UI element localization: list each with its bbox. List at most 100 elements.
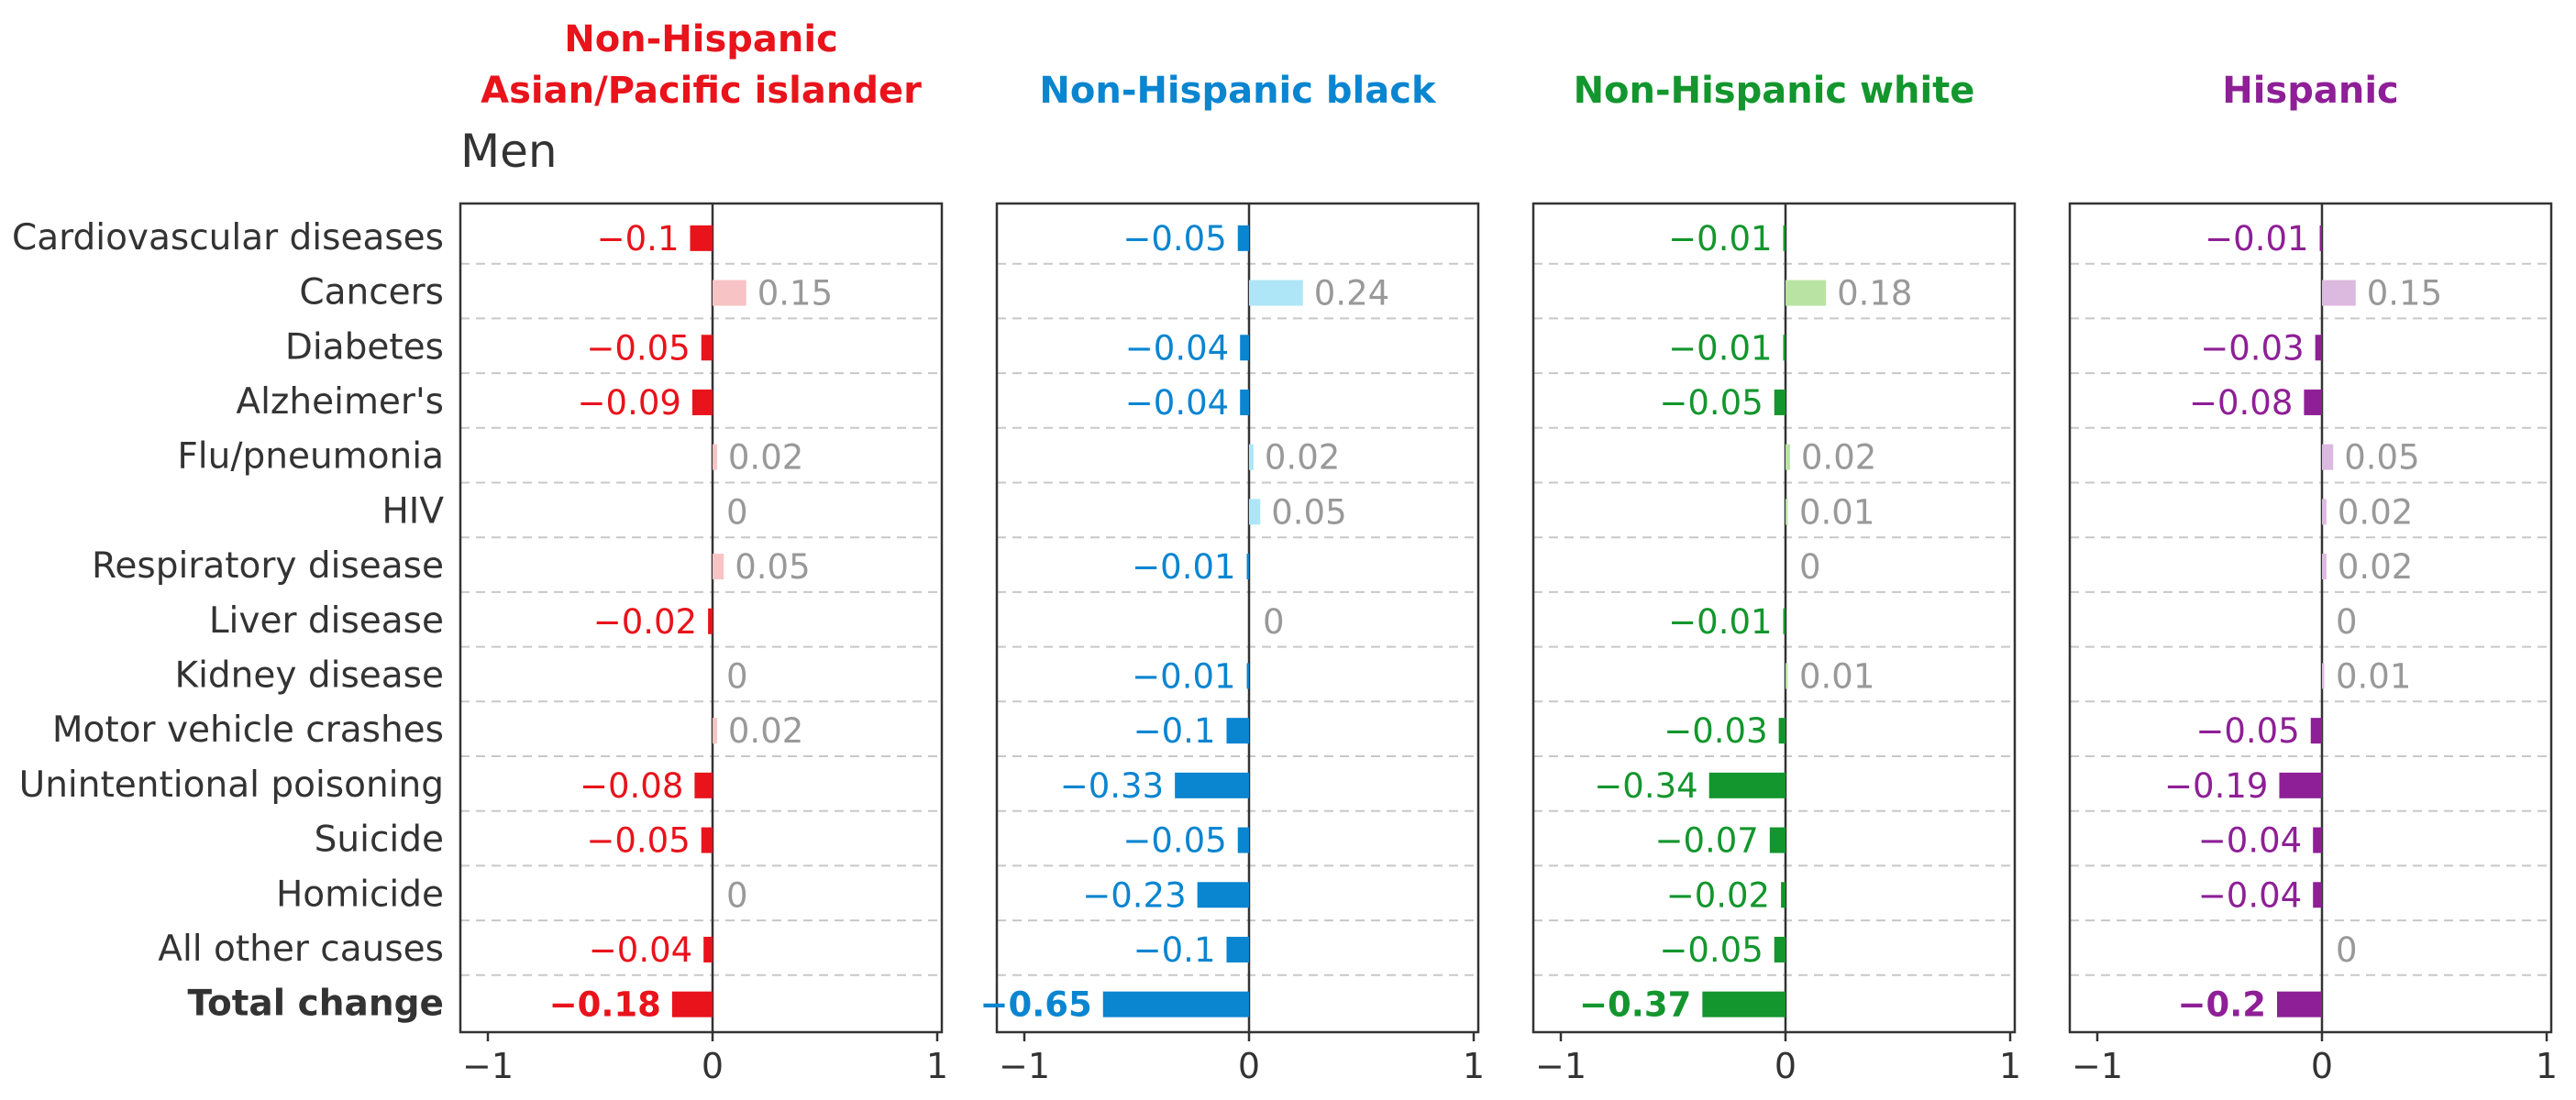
bar (2279, 772, 2322, 798)
data-label: −0.33 (1060, 766, 1164, 806)
bar (2322, 554, 2327, 580)
data-label: 0 (2336, 930, 2358, 970)
bar (2310, 718, 2322, 744)
data-label: 0 (1263, 602, 1285, 642)
x-tick-label: 0 (702, 1046, 724, 1086)
data-label: −0.01 (1132, 656, 1235, 696)
bar (2304, 389, 2322, 415)
bar (1781, 882, 1786, 908)
data-label: −0.1 (1133, 930, 1216, 970)
bar (701, 827, 713, 853)
bar (1240, 335, 1249, 361)
data-label: 0.24 (1314, 274, 1389, 314)
x-tick-label: −1 (462, 1046, 514, 1086)
x-tick-label: −1 (2072, 1046, 2123, 1086)
data-label: −0.18 (549, 985, 661, 1025)
data-label: 0.02 (2338, 492, 2413, 532)
bar (1786, 663, 1788, 689)
data-label: 0.02 (1801, 438, 1876, 478)
x-tick-label: 0 (2311, 1046, 2333, 1086)
data-label: 0.15 (757, 274, 833, 314)
bar (690, 225, 713, 251)
row-label: All other causes (158, 929, 444, 970)
data-label: −0.07 (1654, 821, 1758, 861)
x-tick-label: 0 (1774, 1046, 1797, 1086)
bar (1249, 499, 1261, 525)
bar (2315, 335, 2322, 361)
panel-title: Hispanic (2222, 70, 2399, 112)
row-label: Motor vehicle crashes (52, 710, 444, 751)
bar (2322, 499, 2327, 525)
row-label: Kidney disease (175, 654, 444, 696)
data-label: −0.01 (1668, 219, 1772, 258)
panel: Hispanic −1 0 1 −0.01 0.15 −0.03 −0.08 0.05 0.02 0… (2068, 70, 2558, 1086)
data-label: −0.08 (2189, 383, 2293, 423)
x-tick-label: −1 (1535, 1046, 1587, 1086)
bar (1226, 936, 1249, 962)
bar (1102, 991, 1249, 1018)
data-label: 0.15 (2367, 274, 2442, 314)
bar (2322, 663, 2325, 689)
data-label: 0.02 (728, 438, 803, 478)
data-label: −0.23 (1082, 875, 1186, 915)
data-label: −0.1 (1133, 711, 1216, 751)
data-label: −0.04 (2198, 875, 2302, 915)
bar (1783, 225, 1786, 251)
data-label: −0.1 (597, 219, 680, 258)
data-label: −0.04 (2198, 821, 2302, 861)
bar (1246, 663, 1249, 689)
panel-title: Non-Hispanic black (1039, 70, 1437, 112)
panel-frame (459, 202, 944, 1034)
row-label: Total change (188, 984, 444, 1025)
panel-frame (1531, 202, 2017, 1034)
bar (694, 772, 713, 798)
row-label: Unintentional poisoning (19, 764, 444, 806)
bar (1197, 882, 1249, 908)
row-label: Suicide (315, 820, 444, 861)
bar (1786, 444, 1790, 470)
data-label: 0.02 (728, 711, 803, 751)
data-label: −0.04 (1125, 383, 1229, 423)
bar (1240, 389, 1249, 415)
data-label: −0.05 (1659, 383, 1763, 423)
data-label: −0.04 (1125, 328, 1229, 368)
row-label: Cancers (299, 272, 444, 314)
data-label: −0.65 (979, 985, 1091, 1025)
panel-title: Asian/Pacific islander (481, 70, 922, 112)
bar (1774, 936, 1786, 962)
panels: Non-Hispanic Asian/Pacific islander −1 0 1 −0… (459, 18, 2558, 1086)
data-label: 0.18 (1837, 274, 1912, 314)
data-label: −0.03 (1664, 711, 1767, 751)
data-label: −0.19 (2164, 766, 2268, 806)
row-label: Homicide (276, 874, 444, 915)
row-labels: Cardiovascular diseases Cancers Diabetes Al… (12, 217, 444, 1025)
bar (1783, 335, 1786, 361)
data-label: −0.05 (586, 821, 690, 861)
data-label: −0.01 (1132, 547, 1235, 587)
data-label: −0.05 (1122, 821, 1226, 861)
row-label: Respiratory disease (92, 545, 444, 587)
data-label: 0 (2336, 602, 2358, 642)
bar (1175, 772, 1249, 798)
bar (713, 554, 724, 580)
data-label: 0.01 (2336, 656, 2411, 696)
bar (2313, 827, 2322, 853)
x-tick-label: 0 (1238, 1046, 1260, 1086)
x-tick-label: 1 (1999, 1046, 2021, 1086)
bar (713, 280, 746, 306)
bar (691, 389, 713, 415)
bar (2322, 444, 2334, 470)
data-label: 0 (726, 492, 748, 532)
data-label: −0.04 (589, 930, 692, 970)
bar (701, 335, 713, 361)
data-label: −0.01 (1668, 328, 1772, 368)
row-label: Flu/pneumonia (177, 436, 444, 478)
bar (1237, 827, 1249, 853)
bar (1708, 772, 1786, 798)
data-label: −0.2 (2177, 985, 2266, 1025)
panel: Non-Hispanic black −1 0 1 −0.05 0.24 −0.04 −0.0… (979, 70, 1485, 1086)
bar (1702, 991, 1786, 1018)
bar (713, 718, 717, 744)
x-tick-label: −1 (999, 1046, 1050, 1086)
